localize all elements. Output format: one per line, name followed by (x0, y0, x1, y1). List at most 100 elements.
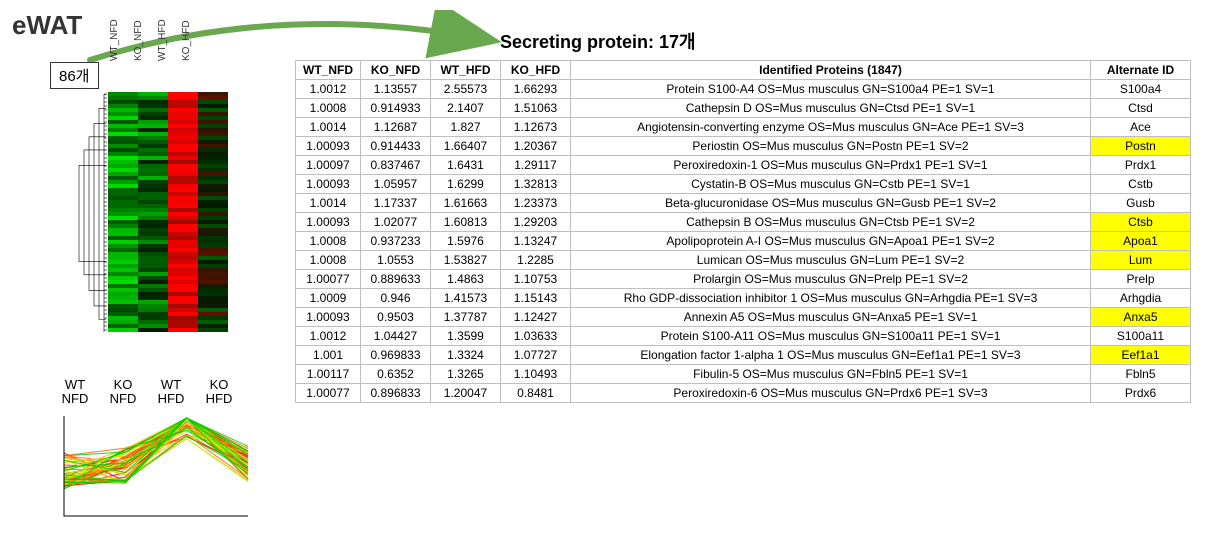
table-cell-value: 1.00077 (296, 384, 361, 403)
table-cell-value: 0.9503 (361, 308, 431, 327)
table-cell-protein: Cathepsin B OS=Mus musculus GN=Ctsb PE=1… (571, 213, 1091, 232)
profile-chart (56, 412, 256, 527)
table-cell-value: 0.969833 (361, 346, 431, 365)
table-row: 1.000970.8374671.64311.29117Peroxiredoxi… (296, 156, 1191, 175)
heatmap-col-label: KO_NFD (133, 49, 144, 61)
table-cell-value: 2.55573 (431, 80, 501, 99)
table-cell-value: 1.00117 (296, 365, 361, 384)
table-cell-value: 1.41573 (431, 289, 501, 308)
table-cell-value: 0.896833 (361, 384, 431, 403)
table-cell-value: 0.914433 (361, 137, 431, 156)
table-cell-value: 0.8481 (501, 384, 571, 403)
table-row: 1.00080.9149332.14071.51063Cathepsin D O… (296, 99, 1191, 118)
table-cell-value: 1.12673 (501, 118, 571, 137)
table-cell-value: 1.2285 (501, 251, 571, 270)
table-cell-altid: Eef1a1 (1091, 346, 1191, 365)
table-cell-value: 1.02077 (361, 213, 431, 232)
table-row: 1.000930.95031.377871.12427Annexin A5 OS… (296, 308, 1191, 327)
table-cell-value: 0.6352 (361, 365, 431, 384)
table-cell-value: 2.1407 (431, 99, 501, 118)
table-cell-value: 1.00077 (296, 270, 361, 289)
table-cell-value: 1.29117 (501, 156, 571, 175)
table-cell-protein: Periostin OS=Mus musculus GN=Postn PE=1 … (571, 137, 1091, 156)
table-cell-value: 1.32813 (501, 175, 571, 194)
table-title: Secreting protein: 17개 (500, 28, 696, 54)
table-cell-value: 1.13557 (361, 80, 431, 99)
table-cell-value: 1.37787 (431, 308, 501, 327)
table-cell-value: 1.12687 (361, 118, 431, 137)
table-cell-altid: Ctsb (1091, 213, 1191, 232)
table-cell-protein: Lumican OS=Mus musculus GN=Lum PE=1 SV=2 (571, 251, 1091, 270)
table-cell-altid: Arhgdia (1091, 289, 1191, 308)
table-cell-value: 1.60813 (431, 213, 501, 232)
table-cell-value: 1.0008 (296, 232, 361, 251)
table-cell-value: 0.914933 (361, 99, 431, 118)
table-cell-protein: Elongation factor 1-alpha 1 OS=Mus muscu… (571, 346, 1091, 365)
table-row: 1.00121.135572.555731.66293Protein S100-… (296, 80, 1191, 99)
table-cell-altid: Prelp (1091, 270, 1191, 289)
table-cell-protein: Cathepsin D OS=Mus musculus GN=Ctsd PE=1… (571, 99, 1091, 118)
table-cell-value: 1.3599 (431, 327, 501, 346)
table-cell-value: 1.23373 (501, 194, 571, 213)
table-cell-value: 1.51063 (501, 99, 571, 118)
table-cell-protein: Apolipoprotein A-I OS=Mus musculus GN=Ap… (571, 232, 1091, 251)
table-cell-value: 1.10753 (501, 270, 571, 289)
table-cell-value: 1.00093 (296, 137, 361, 156)
table-cell-value: 0.946 (361, 289, 431, 308)
table-row: 1.00090.9461.415731.15143Rho GDP-dissoci… (296, 289, 1191, 308)
heatmap-col-labels: WT_NFD KO_NFD WT_HFD KO_HFD (120, 50, 204, 61)
table-row: 1.00121.044271.35991.03633Protein S100-A… (296, 327, 1191, 346)
table-cell-altid: Gusb (1091, 194, 1191, 213)
count-badge: 86개 (50, 62, 99, 89)
table-cell-altid: Cstb (1091, 175, 1191, 194)
table-cell-protein: Rho GDP-dissociation inhibitor 1 OS=Mus … (571, 289, 1091, 308)
table-cell-value: 1.12427 (501, 308, 571, 327)
table-cell-value: 1.827 (431, 118, 501, 137)
table-header-cell: KO_NFD (361, 61, 431, 80)
table-cell-value: 1.6431 (431, 156, 501, 175)
heatmap-col-label: WT_NFD (109, 49, 120, 61)
table-cell-protein: Prolargin OS=Mus musculus GN=Prelp PE=1 … (571, 270, 1091, 289)
table-cell-value: 1.00093 (296, 213, 361, 232)
table-body: 1.00121.135572.555731.66293Protein S100-… (296, 80, 1191, 403)
table-row: 1.000930.9144331.664071.20367Periostin O… (296, 137, 1191, 156)
table-cell-value: 1.3265 (431, 365, 501, 384)
table-cell-value: 1.29203 (501, 213, 571, 232)
table-header-cell: Identified Proteins (1847) (571, 61, 1091, 80)
table-cell-value: 1.00093 (296, 308, 361, 327)
table-header-cell: KO_HFD (501, 61, 571, 80)
table-cell-protein: Fibulin-5 OS=Mus musculus GN=Fbln5 PE=1 … (571, 365, 1091, 384)
table-cell-altid: Ctsd (1091, 99, 1191, 118)
table-cell-altid: Prdx6 (1091, 384, 1191, 403)
table-cell-value: 1.0014 (296, 194, 361, 213)
table-row: 1.000931.020771.608131.29203Cathepsin B … (296, 213, 1191, 232)
table-cell-altid: S100a11 (1091, 327, 1191, 346)
table-cell-altid: Ace (1091, 118, 1191, 137)
table-header-cell: Alternate ID (1091, 61, 1191, 80)
table-cell-value: 1.04427 (361, 327, 431, 346)
table-cell-value: 1.20047 (431, 384, 501, 403)
table-header-cell: WT_HFD (431, 61, 501, 80)
table-cell-value: 1.17337 (361, 194, 431, 213)
table-cell-altid: S100a4 (1091, 80, 1191, 99)
table-cell-protein: Annexin A5 OS=Mus musculus GN=Anxa5 PE=1… (571, 308, 1091, 327)
table-row: 1.00141.126871.8271.12673Angiotensin-con… (296, 118, 1191, 137)
table-cell-protein: Peroxiredoxin-1 OS=Mus musculus GN=Prdx1… (571, 156, 1091, 175)
table-cell-value: 1.0012 (296, 327, 361, 346)
table-cell-value: 1.3324 (431, 346, 501, 365)
page-root: eWAT 86개 WT_NFD KO_NFD WT_HFD KO_HFD WTN… (0, 0, 1224, 545)
table-cell-value: 0.889633 (361, 270, 431, 289)
table-cell-value: 1.20367 (501, 137, 571, 156)
table-cell-value: 0.837467 (361, 156, 431, 175)
table-cell-value: 1.0012 (296, 80, 361, 99)
table-row: 1.00081.05531.538271.2285Lumican OS=Mus … (296, 251, 1191, 270)
table-cell-value: 1.53827 (431, 251, 501, 270)
profile-label: WTNFD (58, 378, 92, 407)
table-cell-value: 0.937233 (361, 232, 431, 251)
table-cell-altid: Apoa1 (1091, 232, 1191, 251)
profile-label: KOHFD (202, 378, 236, 407)
table-cell-value: 1.00093 (296, 175, 361, 194)
ewat-title: eWAT (12, 10, 82, 41)
table-row: 1.00080.9372331.59761.13247Apolipoprotei… (296, 232, 1191, 251)
table-cell-value: 1.07727 (501, 346, 571, 365)
